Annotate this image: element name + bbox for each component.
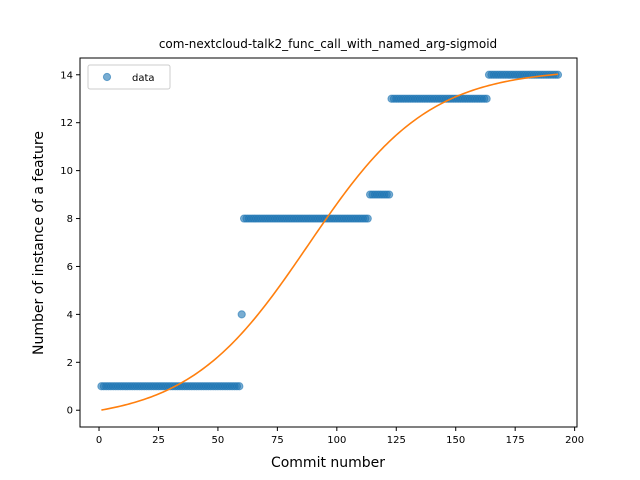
x-tick-label: 50 <box>212 435 225 446</box>
legend-marker <box>102 72 112 82</box>
axes-frame <box>79 57 578 428</box>
x-tick-label: 125 <box>387 435 406 446</box>
y-tick-label: 14 <box>60 70 73 81</box>
y-tick-label: 2 <box>67 358 73 369</box>
plot-area <box>97 70 563 411</box>
data-point <box>363 214 372 223</box>
y-tick-label: 12 <box>60 118 73 129</box>
data-point <box>237 310 246 319</box>
data-point <box>482 94 491 103</box>
y-tick-label: 0 <box>67 406 73 417</box>
data-point <box>235 382 244 391</box>
x-axis-label: Commit number <box>271 455 385 471</box>
legend-label: data <box>132 73 155 84</box>
fit-line <box>101 73 559 411</box>
legend: data <box>87 64 171 90</box>
y-tick-label: 4 <box>67 310 73 321</box>
axes: 0 25 50 75 100 125 150 175 200 0 2 4 6 8 10 12 14 <box>60 57 584 446</box>
legend-box <box>87 64 171 90</box>
x-tick-label: 75 <box>271 435 284 446</box>
y-tick-label: 10 <box>60 166 73 177</box>
x-tick-label: 0 <box>96 435 102 446</box>
chart-title: com-nextcloud-talk2_func_call_with_named… <box>159 37 497 51</box>
y-tick-label: 8 <box>67 214 73 225</box>
x-tick-label: 25 <box>152 435 165 446</box>
x-tick-label: 175 <box>506 435 525 446</box>
x-tick-label: 200 <box>565 435 584 446</box>
y-tick-label: 6 <box>67 262 73 273</box>
y-axis-label: Number of instance of a feature <box>31 131 47 355</box>
x-tick-label: 100 <box>327 435 346 446</box>
x-tick-label: 150 <box>446 435 465 446</box>
data-point <box>385 190 394 199</box>
